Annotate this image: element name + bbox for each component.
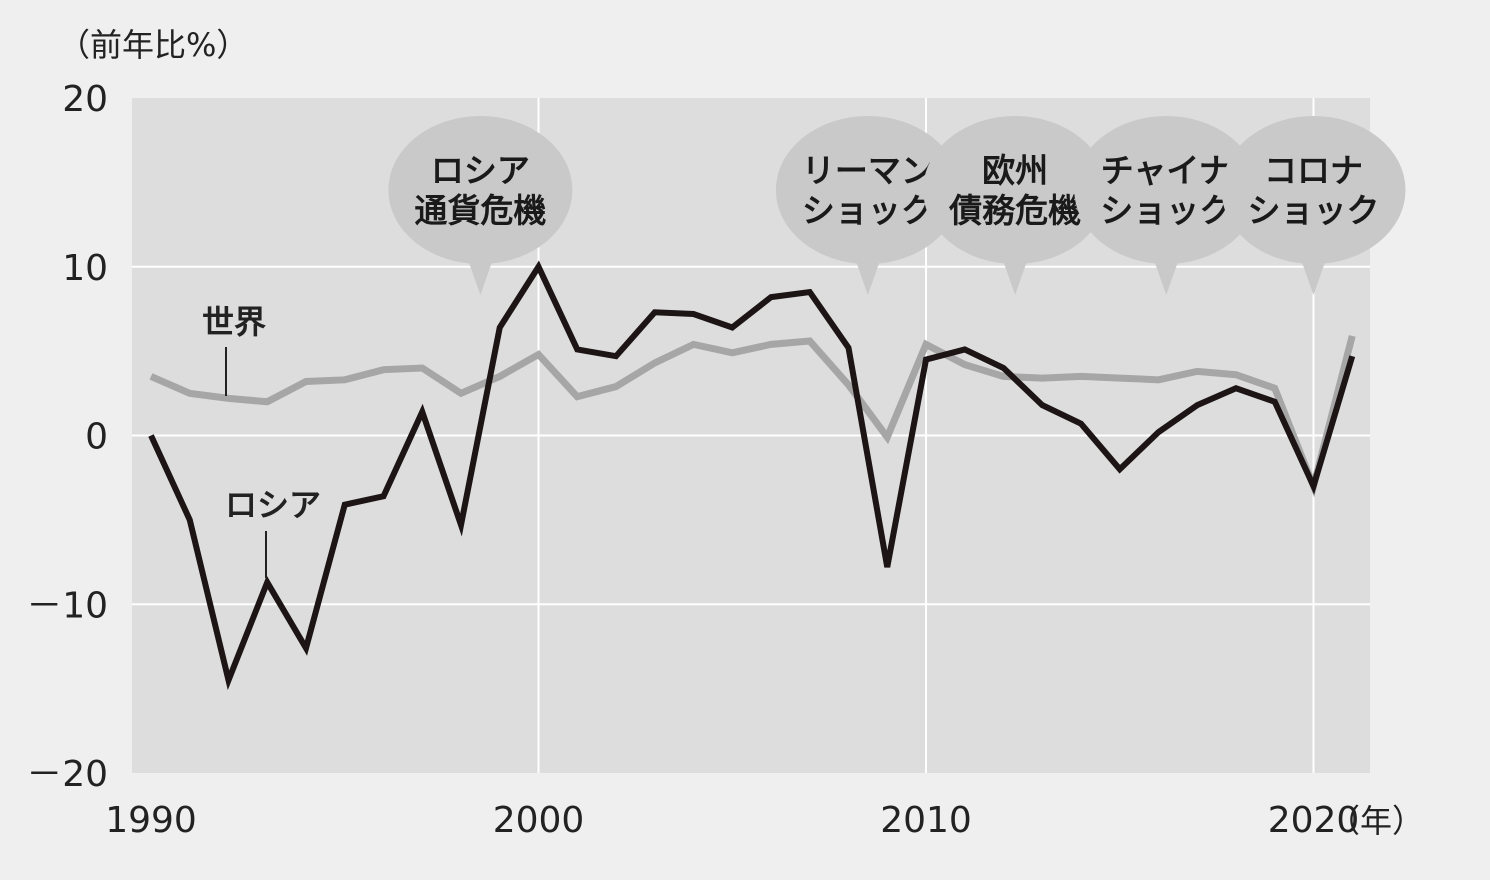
series-lines [148,260,1356,691]
x-tick-label: 2010 [880,800,972,841]
callout-bubble [1074,116,1259,264]
callout-pointer [1002,258,1029,295]
callout-label: チャイナ [1101,151,1232,190]
callout-bubble [775,116,960,264]
series-label: ロシア [225,486,321,524]
x-tick-label: 2020 [1268,800,1360,841]
series-line [149,335,1356,498]
y-tick-label: 0 [85,417,108,458]
y-tick-label: －10 [26,585,108,626]
callout-pointer [467,258,494,295]
callout-bubble [923,116,1108,264]
y-tick-label: －20 [26,754,108,795]
callout-label: リーマン [802,151,934,190]
callout-pointer [854,258,881,295]
x-tick-label: 1990 [105,800,197,841]
callout-label: コロナ [1264,151,1363,190]
callout-pointer [1300,258,1327,295]
x-tick-label: 2000 [493,800,585,841]
y-tick-label: 20 [62,79,108,120]
callout-bubble [1221,116,1406,264]
callout-bubble [388,116,573,264]
series-line [148,260,1356,691]
callout-label: 通貨危機 [414,191,546,230]
x-unit-label: （年） [1328,802,1424,840]
series-label: 世界 [202,303,266,341]
y-unit-label: （前年比%） [58,26,248,64]
callout-pointer [1153,258,1180,295]
callout-label: ショック [1248,191,1380,230]
callout-label: 欧州 [982,151,1048,190]
callout-label: 債務危機 [948,191,1081,230]
callout-label: ショック [1100,191,1232,230]
callout-label: ロシア [431,151,530,190]
callout-label: ショック [802,191,934,230]
y-tick-label: 10 [62,248,108,289]
